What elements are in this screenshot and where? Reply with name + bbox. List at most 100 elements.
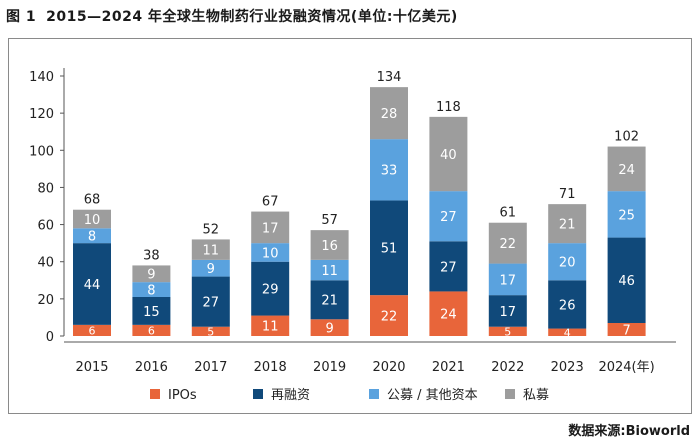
chart-title: 图 1 2015—2024 年全球生物制药行业投融资情况(单位:十亿美元) — [6, 6, 458, 26]
bar-segment — [191, 276, 230, 327]
total-label: 67 — [262, 195, 279, 210]
data-label: 27 — [440, 260, 457, 275]
legend-swatch — [150, 389, 160, 399]
x-tick-label: 2016 — [135, 360, 168, 375]
bar-segment — [251, 315, 290, 336]
data-label: 11 — [203, 244, 220, 259]
data-label: 17 — [262, 221, 279, 236]
bar-segment — [370, 295, 408, 336]
total-label: 134 — [377, 70, 402, 85]
data-label: 29 — [262, 283, 279, 298]
data-label: 27 — [203, 296, 220, 311]
data-label: 44 — [84, 278, 101, 293]
bar-segment — [310, 319, 349, 336]
data-label: 8 — [88, 230, 96, 245]
data-label: 20 — [559, 256, 576, 271]
x-tick-label: 2022 — [491, 360, 524, 375]
bar-segment — [429, 291, 468, 336]
data-label: 46 — [618, 274, 635, 289]
y-tick-label: 100 — [29, 144, 54, 159]
data-label: 9 — [147, 268, 155, 283]
data-label: 9 — [207, 262, 215, 277]
data-label: 21 — [559, 218, 576, 233]
bar-segment — [310, 259, 349, 281]
legend-label: 公募 / 其他资本 — [387, 388, 478, 403]
y-tick-label: 40 — [37, 256, 54, 271]
bar-segment — [310, 280, 349, 320]
bar-segment — [370, 200, 408, 296]
bar-segment — [191, 239, 230, 260]
bar-segment — [370, 87, 408, 140]
data-label: 8 — [147, 284, 155, 299]
total-label: 71 — [559, 187, 576, 202]
bar-segment — [132, 265, 171, 283]
legend-swatch — [505, 389, 515, 399]
bar-segment — [548, 280, 587, 329]
bar-segment — [548, 243, 587, 281]
total-label: 57 — [321, 213, 338, 228]
total-label: 52 — [203, 222, 220, 237]
x-tick-label: 2021 — [432, 360, 465, 375]
bar-segment — [73, 228, 111, 244]
legend-label: 再融资 — [271, 388, 310, 403]
data-label: 15 — [143, 305, 160, 320]
bar-segment — [429, 191, 468, 242]
data-label: 4 — [564, 326, 571, 339]
data-label: 11 — [262, 320, 279, 335]
total-label: 102 — [614, 130, 639, 145]
y-tick-label: 120 — [29, 107, 54, 122]
data-label: 6 — [89, 325, 96, 338]
legend-swatch — [369, 389, 379, 399]
data-label: 51 — [381, 242, 398, 257]
bar-segment — [251, 261, 290, 316]
bar-segment — [488, 326, 527, 336]
bar-segment — [607, 237, 646, 323]
y-tick-label: 20 — [37, 293, 54, 308]
figure-number: 图 1 — [6, 9, 37, 25]
bar-segment — [488, 222, 527, 264]
bar-segment — [73, 324, 111, 336]
bar-segment — [607, 323, 646, 336]
figure-title: 2015—2024 年全球生物制药行业投融资情况(单位:十亿美元) — [46, 9, 458, 25]
data-label: 24 — [618, 163, 635, 178]
bar-segment — [488, 263, 527, 296]
data-label: 21 — [321, 294, 338, 309]
y-tick-label: 140 — [29, 70, 54, 85]
data-label: 24 — [440, 308, 457, 323]
data-label: 28 — [381, 107, 398, 122]
data-label: 33 — [381, 164, 398, 179]
x-tick-label: 2019 — [313, 360, 346, 375]
data-label: 26 — [559, 298, 576, 313]
data-label: 16 — [321, 239, 338, 254]
data-label: 10 — [262, 246, 279, 261]
bar-segment — [607, 146, 646, 192]
data-source: 数据来源:Bioworld — [568, 424, 690, 439]
x-tick-label: 2018 — [254, 360, 287, 375]
legend-label: 私募 — [523, 388, 549, 403]
total-label: 68 — [84, 193, 101, 208]
data-label: 5 — [504, 326, 511, 339]
x-tick-label: 2015 — [75, 360, 108, 375]
bar-segment — [251, 243, 290, 262]
data-label: 17 — [500, 273, 517, 288]
bar-segment — [548, 328, 587, 336]
x-tick-label: 2024(年) — [598, 360, 654, 375]
bar-segment — [488, 295, 527, 327]
data-label: 25 — [618, 208, 635, 223]
data-label: 17 — [500, 305, 517, 320]
bar-segment — [607, 191, 646, 238]
data-label: 7 — [622, 323, 630, 338]
bar-segment — [73, 243, 111, 325]
bar-segment — [548, 204, 587, 244]
data-label: 5 — [207, 326, 214, 339]
data-label: 22 — [381, 310, 398, 325]
bar-segment — [191, 326, 230, 336]
bar-segment — [191, 259, 230, 277]
bar-segment — [132, 282, 171, 297]
total-label: 61 — [500, 206, 517, 221]
data-label: 40 — [440, 148, 457, 163]
legend-label: IPOs — [168, 388, 197, 403]
y-tick-label: 0 — [46, 330, 54, 345]
bar-segment — [429, 241, 468, 292]
